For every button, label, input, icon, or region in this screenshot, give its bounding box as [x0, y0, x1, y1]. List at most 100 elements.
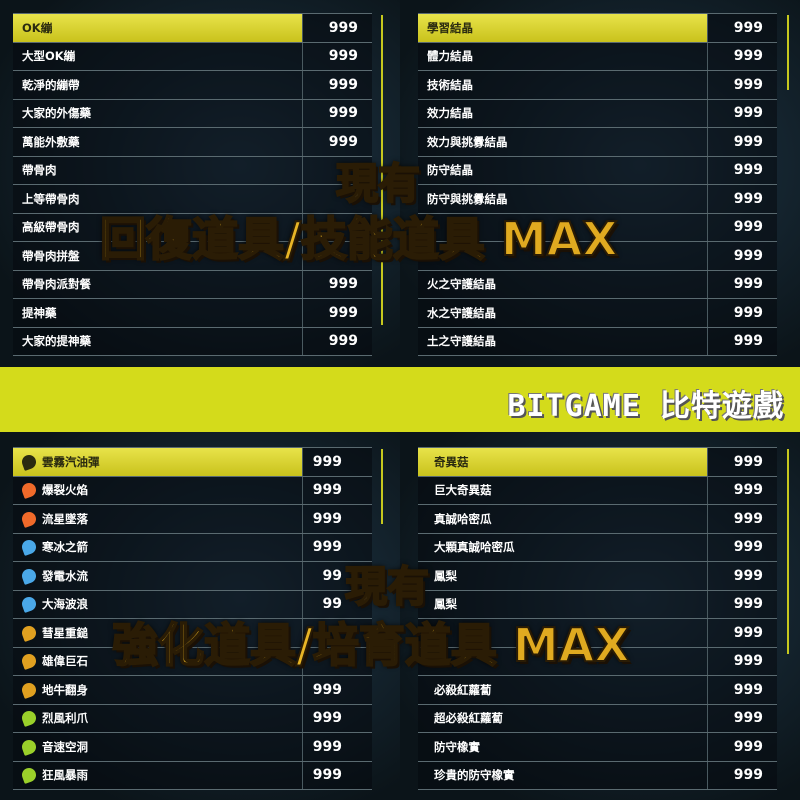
item-row[interactable]: 發電水流 99 [13, 562, 372, 591]
item-list: 學習結晶 999 體力結晶 999 技術結晶 999 效力結晶 999 效力與挑釁結晶 999 防守… [418, 13, 777, 356]
item-name-cell: 狂風暴雨 [13, 761, 303, 789]
item-quantity: 999 [312, 482, 342, 499]
item-name-cell: 體力結晶 [418, 42, 708, 70]
item-row[interactable]: 乾淨的繃帶 999 [13, 71, 372, 100]
item-row[interactable]: 必殺紅蘿蔔 999 [418, 676, 777, 705]
item-quantity: 999 [733, 133, 763, 150]
item-name: 地牛翻身 [42, 682, 88, 697]
item-row[interactable]: 防守結晶 999 [418, 156, 777, 185]
item-name-cell: 效力與挑釁結晶 [418, 128, 708, 156]
item-row[interactable]: 音速空洞 999 [13, 733, 372, 762]
item-row[interactable]: 效力結晶 999 [418, 99, 777, 128]
item-row[interactable]: 體力結晶 999 [418, 42, 777, 71]
scrollbar[interactable] [787, 449, 789, 654]
overlay-top-title: 回復道具/技能道具 [99, 212, 486, 267]
item-name: 寒冰之箭 [42, 540, 88, 555]
fireball-icon [20, 623, 38, 642]
item-row[interactable]: 流星墜落 999 [13, 505, 372, 534]
item-quantity: 999 [312, 539, 342, 556]
item-row[interactable]: 狂風暴雨 999 [13, 761, 372, 790]
item-row[interactable]: 奇異菇 999 [418, 448, 777, 477]
item-row[interactable]: 999 [418, 242, 777, 271]
item-name-cell: 大型OK繃 [13, 42, 303, 70]
item-row[interactable]: 999 [418, 213, 777, 242]
item-row[interactable]: 超必殺紅蘿蔔 999 [418, 704, 777, 733]
item-row[interactable]: OK繃 999 [13, 14, 372, 43]
item-name-cell: 乾淨的繃帶 [13, 71, 303, 99]
item-quantity: 999 [733, 48, 763, 65]
item-name: 乾淨的繃帶 [22, 77, 80, 92]
scrollbar[interactable] [381, 15, 383, 325]
item-row[interactable]: 帶骨肉 [13, 156, 372, 185]
item-name: 帶骨肉 [22, 163, 57, 178]
item-row[interactable]: 雄偉巨石 [13, 647, 372, 676]
item-row[interactable]: 寒冰之箭 999 [13, 533, 372, 562]
item-quantity: 999 [733, 190, 763, 207]
scrollbar[interactable] [381, 449, 383, 524]
item-row[interactable]: 大型OK繃 999 [13, 42, 372, 71]
item-row[interactable]: 真誠哈密瓜 999 [418, 505, 777, 534]
item-row[interactable]: 珍貴的防守橡實 999 [418, 761, 777, 790]
item-row[interactable]: 烈風利爪 999 [13, 704, 372, 733]
item-quantity: 999 [733, 219, 763, 236]
item-name: 體力結晶 [427, 49, 473, 64]
item-row[interactable]: 大家的外傷藥 999 [13, 99, 372, 128]
item-quantity: 99 [322, 596, 342, 613]
item-row[interactable]: 地牛翻身 999 [13, 676, 372, 705]
fireball-icon [20, 595, 38, 614]
item-name-cell: 鳳梨 [418, 590, 708, 618]
item-row[interactable]: 鳳梨 999 [418, 590, 777, 619]
item-name: 烈風利爪 [42, 711, 88, 726]
item-name-cell: 帶骨肉拼盤 [13, 242, 303, 270]
item-quantity: 999 [733, 105, 763, 122]
scrollbar[interactable] [787, 15, 789, 90]
item-row[interactable]: 爆裂火焰 999 [13, 476, 372, 505]
item-row[interactable]: 大顆真誠哈密瓜 999 [418, 533, 777, 562]
item-name: 超必殺紅蘿蔔 [434, 711, 503, 726]
item-name: 技術結晶 [427, 77, 473, 92]
item-row[interactable]: 提神藥 999 [13, 299, 372, 328]
item-row[interactable]: 高級帶骨肉 [13, 213, 372, 242]
item-name: 土之守護結晶 [427, 334, 496, 349]
item-name: 大型OK繃 [22, 49, 76, 64]
brand-banner: BITGAME 比特遊戲 [0, 367, 800, 432]
item-row[interactable]: 技術結晶 999 [418, 71, 777, 100]
item-row[interactable]: 999 [418, 647, 777, 676]
item-row[interactable]: 帶骨肉派對餐 999 [13, 270, 372, 299]
item-row[interactable]: 防守橡實 999 [418, 733, 777, 762]
item-name-cell: 奇異菇 [418, 448, 708, 476]
item-name-cell: 雄偉巨石 [13, 647, 303, 675]
item-row[interactable]: 雲霧汽油彈 999 [13, 448, 372, 477]
item-row[interactable]: 上等帶骨肉 [13, 185, 372, 214]
item-quantity: 999 [733, 453, 763, 470]
item-row[interactable]: 學習結晶 999 [418, 14, 777, 43]
item-quantity: 999 [733, 738, 763, 755]
fireball-icon [20, 509, 38, 528]
item-row[interactable]: 彗星重鎚 [13, 619, 372, 648]
item-quantity: 999 [312, 510, 342, 527]
item-row[interactable]: 巨大奇異菇 999 [418, 476, 777, 505]
item-row[interactable]: 萬能外敷藥 999 [13, 128, 372, 157]
item-row[interactable]: 帶骨肉拼盤 [13, 242, 372, 271]
item-row[interactable]: 鳳梨 999 [418, 562, 777, 591]
item-name-cell: 發電水流 [13, 562, 303, 590]
item-name-cell: 大顆真誠哈密瓜 [418, 533, 708, 561]
enhance-items-panel: 雲霧汽油彈 999 爆裂火焰 999 流星墜落 999 寒冰之箭 999 發電水流 99 大海波浪 9… [0, 432, 400, 800]
item-row[interactable]: 火之守護結晶 999 [418, 270, 777, 299]
item-quantity: 999 [733, 276, 763, 293]
overlay-top-line1: 現有 [335, 158, 421, 209]
item-row[interactable]: 土之守護結晶 999 [418, 327, 777, 356]
item-name-cell: 音速空洞 [13, 733, 303, 761]
item-row[interactable]: 水之守護結晶 999 [418, 299, 777, 328]
item-row[interactable]: 999 [418, 619, 777, 648]
item-name-cell: 效力結晶 [418, 99, 708, 127]
item-row[interactable]: 效力與挑釁結晶 999 [418, 128, 777, 157]
item-list: OK繃 999 大型OK繃 999 乾淨的繃帶 999 大家的外傷藥 999 萬能外敷藥 999 帶… [13, 13, 372, 356]
item-row[interactable]: 防守與挑釁結晶 999 [418, 185, 777, 214]
item-quantity: 999 [733, 767, 763, 784]
item-row[interactable]: 大家的提神藥 999 [13, 327, 372, 356]
item-name-cell: 雲霧汽油彈 [13, 448, 303, 476]
item-name-cell [418, 213, 708, 241]
item-name-cell: 珍貴的防守橡實 [418, 761, 708, 789]
item-row[interactable]: 大海波浪 99 [13, 590, 372, 619]
